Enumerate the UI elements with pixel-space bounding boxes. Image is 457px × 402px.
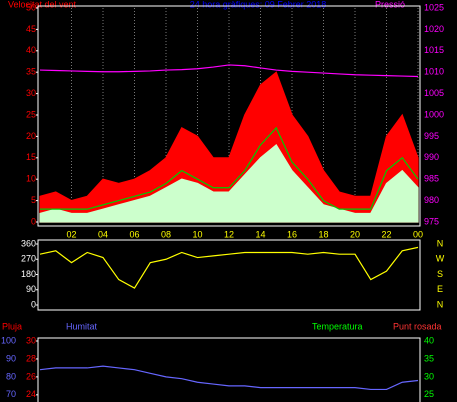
x-tick-label: 10 (192, 229, 202, 239)
y-tick-label: 100 (1, 335, 16, 345)
y2-axis-label: Pressió (375, 0, 405, 9)
y-tick-label: 90 (26, 284, 36, 294)
y-tick-label: 30 (26, 88, 36, 98)
y2-tick-label: 1005 (424, 88, 444, 98)
y2-tick-label: E (437, 284, 443, 294)
y-axis-label: Velocitat del vent (8, 0, 77, 9)
y-tick-label: 0 (31, 299, 36, 309)
y-tick-label: 70 (6, 389, 16, 399)
x-tick-label: 02 (66, 229, 76, 239)
y-tick-label: 50 (26, 2, 36, 12)
y-tick-label: 10 (26, 174, 36, 184)
x-tick-label: 18 (318, 229, 328, 239)
legend-label: Humitat (66, 321, 98, 331)
y-tick-label: 5 (31, 195, 36, 205)
y-tick-label: 80 (6, 371, 16, 381)
y-tick-label: 0 (31, 216, 36, 226)
y2-tick-label: 1000 (424, 109, 444, 119)
plot-frame (37, 239, 421, 311)
rain-tick-label: 26 (26, 371, 36, 381)
rain-tick-label: 30 (26, 335, 36, 345)
y2-tick-label: W (436, 254, 445, 264)
y2-tick-label: 35 (424, 353, 434, 363)
chart-title: 24 hora gràfiques: 09 Febrer 2018 (190, 0, 327, 9)
rain-tick-label: 24 (26, 389, 36, 399)
y-tick-label: 40 (26, 45, 36, 55)
y2-tick-label: N (437, 299, 444, 309)
x-tick-label: 12 (224, 229, 234, 239)
plot-frame (37, 337, 421, 402)
x-tick-label: 14 (255, 229, 265, 239)
y-tick-label: 360 (21, 238, 36, 248)
legend-label: Temperatura (312, 321, 363, 331)
y-tick-label: 25 (26, 109, 36, 119)
rain-tick-label: 28 (26, 353, 36, 363)
y2-tick-label: 25 (424, 389, 434, 399)
plot-frame (37, 5, 421, 227)
area (39, 144, 419, 223)
line (39, 365, 419, 391)
y2-tick-label: S (437, 269, 443, 279)
y2-tick-label: 975 (424, 216, 439, 226)
y2-tick-label: 1010 (424, 67, 444, 77)
y2-tick-label: 985 (424, 174, 439, 184)
line (40, 126, 419, 210)
y-tick-label: 45 (26, 24, 36, 34)
x-tick-label: 22 (381, 229, 391, 239)
y2-tick-label: 995 (424, 131, 439, 141)
line (39, 246, 419, 289)
y2-tick-label: 30 (424, 371, 434, 381)
y-tick-label: 270 (21, 254, 36, 264)
x-tick-label: 00 (413, 229, 423, 239)
y2-tick-label: N (437, 238, 444, 248)
legend-label: Pluja (2, 321, 22, 331)
x-tick-label: 20 (350, 229, 360, 239)
y-tick-label: 90 (6, 353, 16, 363)
y-tick-label: 15 (26, 152, 36, 162)
y2-tick-label: 990 (424, 152, 439, 162)
x-tick-label: 06 (129, 229, 139, 239)
x-tick-label: 16 (287, 229, 297, 239)
x-tick-label: 08 (161, 229, 171, 239)
y2-tick-label: 980 (424, 195, 439, 205)
y2-tick-label: 1025 (424, 2, 444, 12)
y2-tick-label: 40 (424, 335, 434, 345)
y-tick-label: 180 (21, 269, 36, 279)
y2-tick-label: 1020 (424, 24, 444, 34)
area (39, 71, 419, 223)
line (39, 64, 419, 78)
y-tick-label: 35 (26, 67, 36, 77)
x-tick-label: 04 (98, 229, 108, 239)
y2-tick-label: 1015 (424, 45, 444, 55)
legend-label: Punt rosada (393, 321, 442, 331)
y-tick-label: 20 (26, 131, 36, 141)
